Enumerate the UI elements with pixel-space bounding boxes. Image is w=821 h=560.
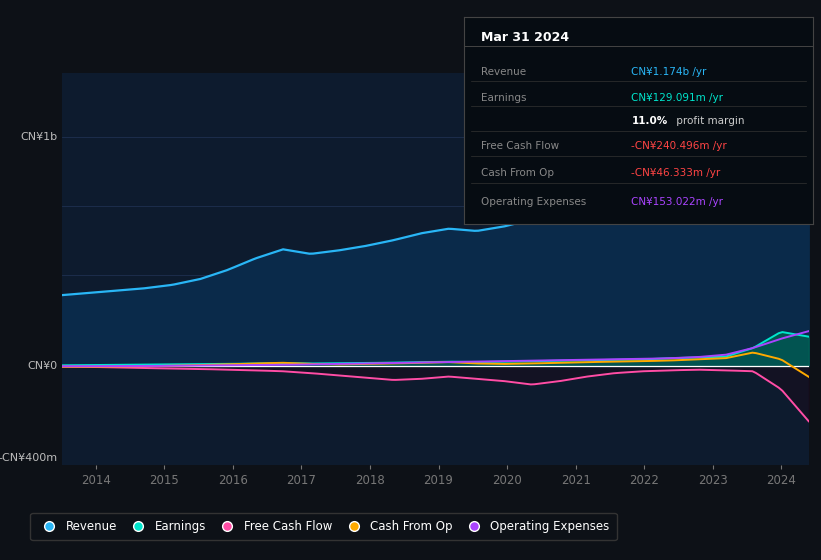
Text: CN¥1.174b /yr: CN¥1.174b /yr <box>631 67 707 77</box>
Text: CN¥129.091m /yr: CN¥129.091m /yr <box>631 94 723 104</box>
Text: Free Cash Flow: Free Cash Flow <box>481 141 559 151</box>
Text: CN¥153.022m /yr: CN¥153.022m /yr <box>631 197 723 207</box>
Text: CN¥0: CN¥0 <box>28 361 57 371</box>
Text: profit margin: profit margin <box>673 116 745 126</box>
Text: Mar 31 2024: Mar 31 2024 <box>481 31 570 44</box>
Text: -CN¥240.496m /yr: -CN¥240.496m /yr <box>631 141 727 151</box>
Text: Revenue: Revenue <box>481 67 526 77</box>
Text: -CN¥400m: -CN¥400m <box>0 453 57 463</box>
Legend: Revenue, Earnings, Free Cash Flow, Cash From Op, Operating Expenses: Revenue, Earnings, Free Cash Flow, Cash … <box>30 513 617 540</box>
Text: Earnings: Earnings <box>481 94 527 104</box>
Text: CN¥1b: CN¥1b <box>21 132 57 142</box>
Text: Cash From Op: Cash From Op <box>481 168 554 178</box>
Text: -CN¥46.333m /yr: -CN¥46.333m /yr <box>631 168 721 178</box>
Text: Operating Expenses: Operating Expenses <box>481 197 586 207</box>
Text: 11.0%: 11.0% <box>631 116 667 126</box>
